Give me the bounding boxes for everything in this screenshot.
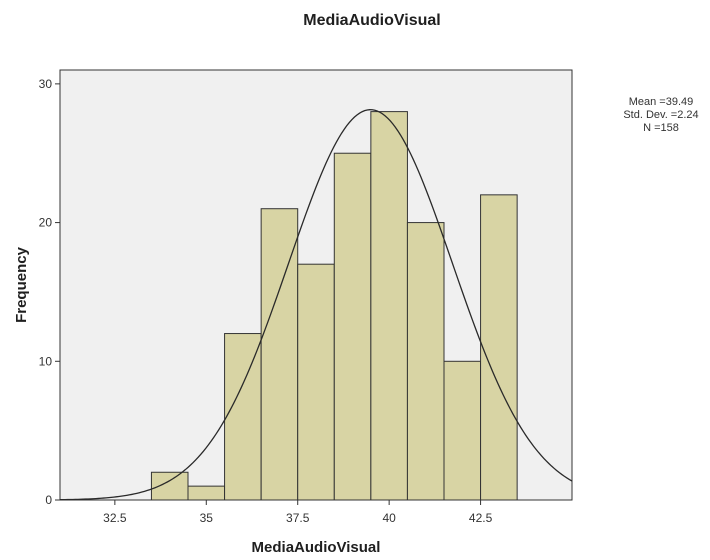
histogram-bar-7 [406, 222, 445, 501]
x-tick-label-1: 35 [200, 511, 214, 525]
normal-curve [59, 109, 573, 501]
histogram-bar-4 [297, 263, 335, 501]
stats-box: Mean =39.49 Std. Dev. =2.24 N =158 [623, 96, 698, 134]
y-tick-label-1: 10 [39, 354, 53, 368]
chart-title: MediaAudioVisual [303, 12, 441, 29]
x-axis-label: MediaAudioVisual [252, 539, 381, 556]
x-tick-label-2: 37.5 [286, 511, 310, 525]
histogram-bar-2 [224, 333, 262, 501]
x-tick-label-0: 32.5 [103, 511, 127, 525]
stats-std-dev: Std. Dev. =2.24 [623, 109, 698, 121]
histogram-bar-9 [480, 194, 518, 501]
x-tick-label-4: 42.5 [469, 511, 493, 525]
y-tick-label-0: 0 [45, 493, 52, 507]
x-tick-label-3: 40 [382, 511, 396, 525]
x-axis-ticks: 32.5 35 37.5 40 42.5 [103, 500, 493, 525]
stats-mean: Mean =39.49 [629, 96, 694, 108]
y-axis-label: Frequency [13, 246, 30, 323]
y-axis-ticks: 0 10 20 30 [39, 77, 60, 507]
histogram-bars [150, 111, 518, 501]
histogram-bar-6 [370, 111, 408, 501]
histogram-bar-8 [443, 360, 482, 501]
y-tick-label-3: 30 [39, 77, 53, 91]
histogram-bar-0 [150, 471, 189, 501]
histogram-bar-5 [333, 152, 372, 501]
histogram-bar-1 [187, 485, 226, 501]
y-tick-label-2: 20 [39, 216, 53, 230]
histogram-bar-3 [260, 208, 299, 501]
stats-n: N =158 [643, 122, 679, 134]
